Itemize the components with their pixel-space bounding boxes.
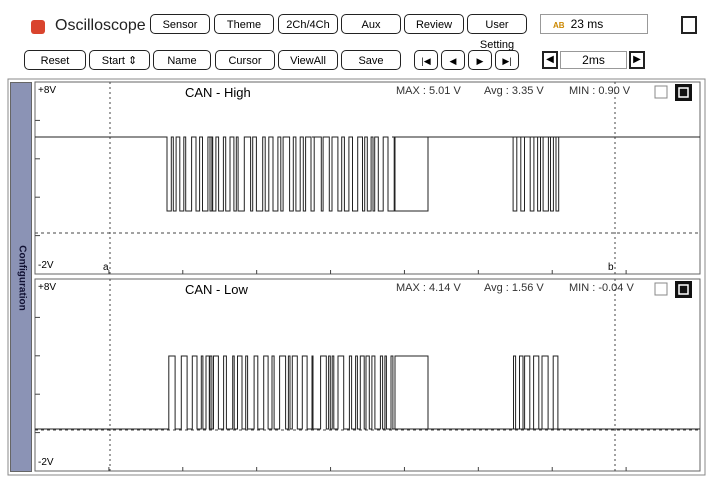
- button[interactable]: Review: [404, 14, 464, 34]
- nav-button[interactable]: |◀: [414, 50, 438, 70]
- channel-name: CAN - Low: [185, 282, 248, 297]
- ab-icon: AB: [553, 21, 565, 30]
- min-value: MIN : -0.04 V: [569, 282, 634, 294]
- spinner[interactable]: ⇕: [124, 55, 138, 67]
- button-label: Aux: [361, 19, 381, 31]
- scale-bottom: -2V: [38, 457, 54, 468]
- max-value: MAX : 5.01 V: [396, 85, 461, 97]
- button-label: Save: [358, 55, 384, 67]
- channel-toggle-inner: [678, 284, 689, 295]
- scale-top: +8V: [38, 282, 56, 293]
- scale-bottom: -2V: [38, 260, 54, 271]
- time-display: AB 23 ms: [540, 14, 648, 34]
- button[interactable]: Name: [153, 50, 211, 70]
- max-value: MAX : 4.14 V: [396, 282, 461, 294]
- button-label: 2Ch/4Ch: [286, 19, 330, 31]
- button[interactable]: Start ⇕: [89, 50, 150, 70]
- nav-button[interactable]: ◀: [441, 50, 465, 70]
- nav-button[interactable]: ▶|: [495, 50, 519, 70]
- button-label: ViewAll: [290, 55, 326, 67]
- button[interactable]: 2Ch/4Ch: [278, 14, 338, 34]
- menu-icon[interactable]: [681, 16, 697, 34]
- plot-panel: [34, 278, 701, 472]
- time-value: 23 ms: [570, 17, 604, 31]
- button[interactable]: Save: [341, 50, 401, 70]
- app-icon[interactable]: [31, 20, 45, 34]
- cursor-label: b: [608, 262, 614, 273]
- nav-left[interactable]: ◀: [542, 51, 558, 69]
- side-tab[interactable]: Configuration: [10, 82, 32, 472]
- button[interactable]: Cursor: [215, 50, 275, 70]
- min-value: MIN : 0.90 V: [569, 85, 631, 97]
- nav-right[interactable]: ▶: [629, 51, 645, 69]
- button-label: Cursor: [228, 55, 262, 67]
- button[interactable]: Sensor: [150, 14, 210, 34]
- button[interactable]: User Setting: [467, 14, 527, 51]
- scope-frame: [7, 78, 706, 476]
- avg-value: Avg : 3.35 V: [484, 85, 544, 97]
- button-label: Sensor: [162, 19, 198, 31]
- timebase: 2ms: [560, 51, 627, 69]
- channel-checkbox[interactable]: [654, 85, 668, 99]
- button-label: User Setting: [479, 19, 515, 51]
- nav-button[interactable]: ▶: [468, 50, 492, 70]
- channel-checkbox[interactable]: [654, 282, 668, 296]
- channel-name: CAN - High: [185, 85, 251, 100]
- app-title: Oscilloscope: [55, 17, 146, 34]
- button[interactable]: Aux: [341, 14, 401, 34]
- button-label: Name: [167, 55, 197, 67]
- button[interactable]: Reset: [24, 50, 86, 70]
- button[interactable]: Theme: [214, 14, 274, 34]
- waveform: [35, 355, 700, 430]
- button-label: Review: [415, 19, 453, 31]
- avg-value: Avg : 1.56 V: [484, 282, 544, 294]
- button-label: Reset: [40, 55, 70, 67]
- waveform: [35, 136, 700, 212]
- cursor-label: a: [103, 262, 109, 273]
- button-label: Theme: [226, 19, 262, 31]
- scale-top: +8V: [38, 85, 56, 96]
- button-label: Start: [101, 55, 125, 67]
- channel-toggle-inner: [678, 87, 689, 98]
- button[interactable]: ViewAll: [278, 50, 338, 70]
